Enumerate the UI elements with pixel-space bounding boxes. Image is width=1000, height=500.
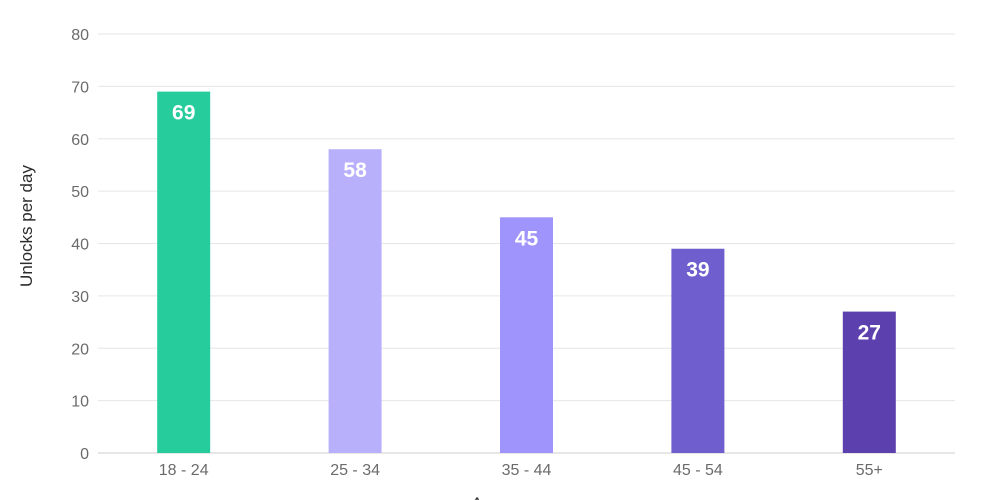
bar-2 [328, 149, 382, 453]
y-tick-label: 50 [71, 184, 89, 201]
x-tick-label: 55+ [856, 462, 883, 479]
y-tick-label: 70 [71, 79, 89, 96]
x-tick-label: 45 - 54 [673, 462, 723, 479]
bars [157, 91, 896, 454]
bar-3 [500, 217, 553, 453]
bar-1 [157, 91, 211, 454]
y-tick-label: 20 [71, 341, 89, 358]
data-labels: 69 58 45 39 27 [172, 102, 881, 345]
y-tick-label: 10 [71, 394, 89, 411]
data-label: 69 [172, 102, 195, 125]
data-label: 45 [515, 227, 539, 250]
x-tick-label: 25 - 34 [330, 462, 380, 479]
x-tick-label: 35 - 44 [502, 462, 552, 479]
y-tick-label: 0 [80, 446, 89, 463]
x-tick-label: 18 - 24 [159, 462, 209, 479]
bar-4 [671, 248, 725, 453]
data-label: 27 [858, 322, 881, 345]
x-axis-title: A [471, 494, 483, 500]
bar-5 [842, 311, 896, 453]
data-label: 39 [686, 259, 709, 282]
y-axis-title: Unlocks per day [17, 165, 36, 287]
x-axis-ticks: 18 - 24 25 - 34 35 - 44 45 - 54 55+ [159, 462, 883, 479]
y-axis-ticks: 0 10 20 30 40 50 60 70 80 [71, 27, 89, 463]
y-tick-label: 80 [71, 27, 89, 44]
y-tick-label: 30 [71, 289, 89, 306]
y-tick-label: 40 [71, 237, 89, 254]
y-tick-label: 60 [71, 132, 89, 149]
data-label: 58 [343, 159, 367, 182]
